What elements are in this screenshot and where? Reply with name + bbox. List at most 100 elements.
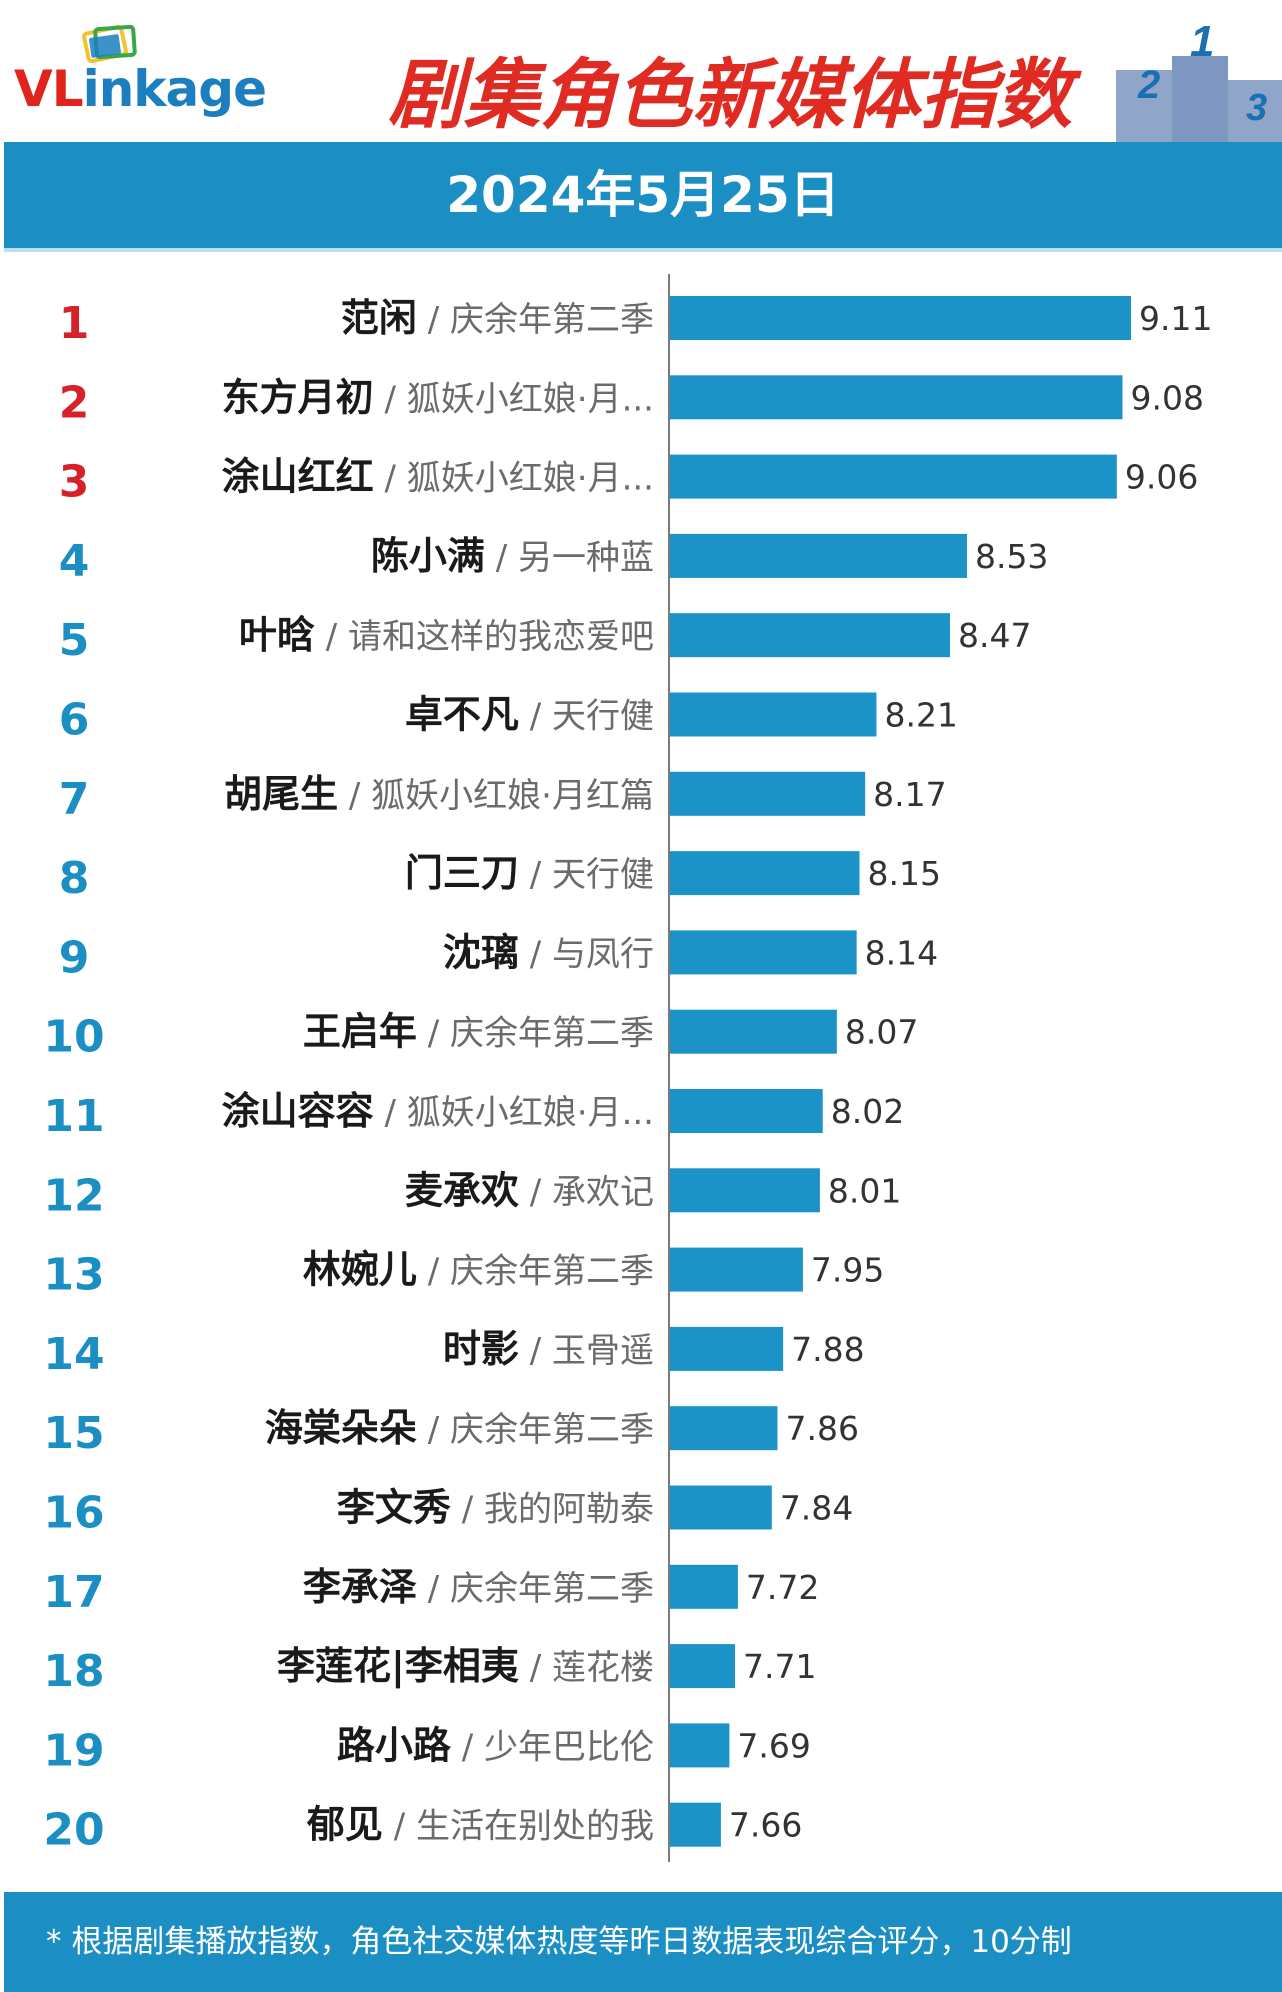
category-label: 范闲 / 庆余年第二季 (341, 296, 654, 340)
rank-label: 8 (59, 853, 90, 904)
category-label: 沈璃 / 与凤行 (443, 930, 654, 974)
category-label: 李文秀 / 我的阿勒泰 (337, 1486, 654, 1530)
rank-label: 14 (43, 1329, 104, 1380)
category-label: 涂山红红 / 狐妖小红娘·月... (222, 455, 654, 499)
rank-label: 10 (43, 1012, 104, 1063)
character-name: 陈小满 (371, 534, 485, 578)
rank-label: 19 (43, 1725, 104, 1776)
character-name: 涂山红红 (222, 455, 374, 499)
bar (670, 1802, 721, 1847)
show-title: / 承欢记 (519, 1172, 654, 1212)
rank-label: 2 (59, 377, 90, 428)
bar (670, 771, 866, 816)
show-title: / 少年巴比伦 (451, 1727, 654, 1767)
bar (670, 1326, 784, 1371)
show-title: / 天行健 (519, 697, 654, 737)
value-label: 8.53 (975, 537, 1048, 576)
character-name: 范闲 (341, 296, 417, 340)
logo-text-rest: inkage (82, 60, 267, 118)
show-title: / 庆余年第二季 (417, 1014, 654, 1054)
category-label: 时影 / 玉骨遥 (443, 1327, 654, 1371)
character-name: 麦承欢 (405, 1168, 519, 1212)
rank-label: 17 (43, 1567, 104, 1618)
category-label: 东方月初 / 狐妖小红娘·月... (222, 375, 654, 419)
character-name: 涂山容容 (222, 1089, 374, 1133)
value-label: 8.07 (845, 1013, 918, 1052)
rank-label: 5 (59, 615, 90, 666)
podium-digit-3: 3 (1246, 87, 1267, 129)
show-title: / 玉骨遥 (519, 1331, 654, 1371)
character-name: 卓不凡 (405, 693, 519, 737)
date-banner: 2024年5月25日 (4, 142, 1282, 252)
bar (670, 1168, 820, 1213)
category-label: 涂山容容 / 狐妖小红娘·月... (222, 1089, 654, 1133)
value-label: 7.72 (746, 1568, 819, 1607)
bar (670, 692, 877, 737)
character-name: 郁见 (306, 1803, 383, 1847)
header: VLinkage 剧集角色新媒体指数 2 1 3 (0, 0, 1282, 142)
footer-note: * 根据剧集播放指数，角色社交媒体热度等昨日数据表现综合评分，10分制 (46, 1924, 1072, 1960)
rank-label: 15 (43, 1408, 104, 1459)
show-title: / 庆余年第二季 (417, 1410, 654, 1450)
bar (670, 1009, 837, 1054)
show-title: / 狐妖小红娘·月... (374, 1093, 654, 1133)
category-label: 麦承欢 / 承欢记 (405, 1168, 654, 1212)
chart-svg: 1 范闲 / 庆余年第二季 9.11 2 东方月初 / 狐妖小红娘·月... 9.08 3 涂… (43, 274, 1212, 1862)
value-label: 8.14 (865, 933, 938, 972)
value-label: 7.66 (729, 1806, 802, 1845)
show-title: / 生活在别处的我 (383, 1807, 654, 1847)
bar (670, 1247, 803, 1292)
value-label: 8.17 (873, 775, 946, 814)
category-label: 陈小满 / 另一种蓝 (371, 534, 654, 578)
character-name: 叶晗 (239, 613, 315, 657)
value-label: 7.95 (811, 1251, 884, 1290)
footer-banner: * 根据剧集播放指数，角色社交媒体热度等昨日数据表现综合评分，10分制 (4, 1892, 1282, 1992)
value-label: 9.06 (1125, 458, 1198, 497)
podium-digit-2: 2 (1137, 63, 1160, 107)
bar (670, 851, 860, 896)
rank-label: 11 (43, 1091, 104, 1142)
bar (670, 1485, 772, 1530)
value-label: 9.11 (1139, 299, 1212, 338)
category-label: 路小路 / 少年巴比伦 (337, 1723, 654, 1767)
show-title: / 庆余年第二季 (417, 1569, 654, 1609)
category-label: 李承泽 / 庆余年第二季 (303, 1565, 654, 1609)
value-label: 8.21 (884, 696, 957, 735)
value-label: 7.69 (737, 1726, 810, 1765)
value-label: 8.01 (828, 1171, 901, 1210)
value-label: 7.86 (785, 1409, 858, 1448)
show-title: / 另一种蓝 (485, 538, 654, 578)
character-name: 路小路 (337, 1723, 452, 1767)
character-name: 李莲花|李相夷 (277, 1644, 519, 1689)
character-name: 沈璃 (443, 930, 519, 974)
show-title: / 请和这样的我恋爱吧 (315, 617, 654, 657)
ranking-chart: 1 范闲 / 庆余年第二季 9.11 2 东方月初 / 狐妖小红娘·月... 9.08 3 涂… (0, 262, 1282, 1862)
character-name: 林婉儿 (303, 1248, 417, 1292)
bar (670, 533, 967, 578)
show-title: / 我的阿勒泰 (451, 1490, 654, 1530)
category-label: 王启年 / 庆余年第二季 (303, 1010, 654, 1054)
bar (670, 1564, 738, 1609)
bar (670, 1644, 736, 1689)
bar (670, 1089, 823, 1133)
logo-text-v: VL (14, 60, 84, 118)
value-label: 7.71 (743, 1647, 816, 1686)
category-label: 卓不凡 / 天行健 (405, 693, 654, 737)
value-label: 7.88 (791, 1330, 864, 1369)
character-name: 王启年 (303, 1010, 417, 1054)
page-title: 剧集角色新媒体指数 (388, 50, 1072, 139)
rank-label: 6 (59, 695, 90, 746)
rank-label: 3 (59, 457, 90, 508)
rank-label: 12 (43, 1170, 104, 1221)
logo-text: VLinkage (14, 60, 267, 118)
value-label: 8.47 (958, 616, 1031, 655)
bar (670, 613, 950, 658)
value-label: 9.08 (1131, 378, 1204, 417)
show-title: / 狐妖小红娘·月... (374, 379, 654, 419)
show-title: / 庆余年第二季 (417, 1252, 654, 1292)
value-label: 7.84 (780, 1489, 853, 1528)
rank-label: 7 (59, 774, 90, 825)
category-label: 郁见 / 生活在别处的我 (306, 1803, 654, 1847)
rank-label: 16 (43, 1488, 104, 1539)
character-name: 东方月初 (222, 375, 374, 419)
